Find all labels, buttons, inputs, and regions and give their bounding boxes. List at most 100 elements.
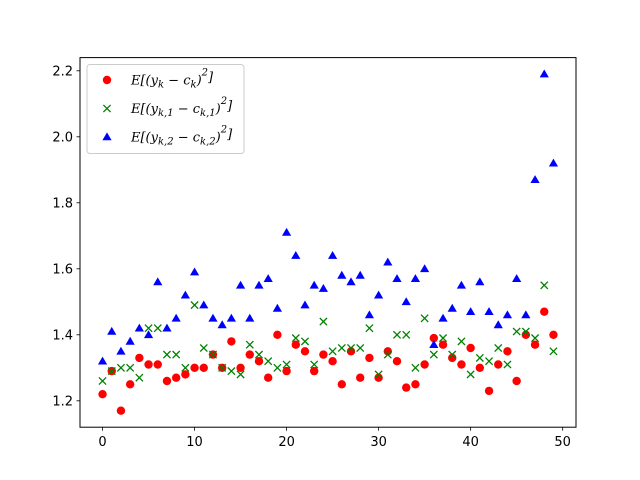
- x-tick-label: 40: [462, 435, 479, 450]
- data-point-series-3: [328, 251, 338, 259]
- data-point-series-2: [245, 340, 254, 349]
- data-point-series-3: [456, 280, 467, 289]
- data-point-series-3: [374, 290, 384, 299]
- data-point-series-2: [208, 350, 218, 359]
- data-point-series-3: [447, 303, 457, 312]
- y-tick-label: 2.0: [52, 130, 73, 145]
- data-point-series-1: [512, 376, 521, 386]
- data-point-series-2: [107, 367, 116, 376]
- data-point-series-3: [355, 270, 365, 279]
- data-point-series-3: [143, 330, 154, 339]
- data-point-series-1: [245, 350, 254, 359]
- data-point-series-2: [512, 327, 521, 336]
- y-tick-label: 2.2: [52, 64, 73, 79]
- data-point-series-2: [346, 343, 356, 353]
- data-point-series-1: [328, 357, 337, 366]
- data-point-series-2: [181, 363, 190, 372]
- data-point-series-1: [420, 360, 429, 369]
- data-point-series-3: [521, 310, 531, 319]
- data-point-series-3: [364, 310, 375, 319]
- data-point-series-3: [392, 274, 402, 283]
- data-point-series-1: [540, 307, 549, 316]
- data-point-series-3: [208, 313, 218, 322]
- data-point-series-1: [135, 353, 144, 363]
- data-point-series-3: [245, 313, 255, 322]
- data-point-series-3: [337, 270, 347, 279]
- data-point-series-3: [254, 280, 264, 289]
- data-point-series-2: [438, 334, 448, 343]
- x-tick-label: 50: [554, 435, 571, 450]
- data-point-series-1: [254, 357, 264, 366]
- data-point-series-1: [365, 353, 374, 363]
- data-marks: [97, 69, 559, 415]
- data-point-series-1: [475, 363, 485, 372]
- data-point-series-2: [521, 327, 530, 336]
- data-point-series-2: [356, 343, 365, 353]
- data-point-series-1: [392, 357, 402, 366]
- data-point-series-3: [97, 356, 108, 365]
- legend-label-series-1: E[(yk − ck)2]: [130, 68, 214, 91]
- y-tick-label: 1.4: [52, 328, 73, 343]
- data-point-series-3: [235, 280, 246, 289]
- data-point-series-2: [135, 373, 144, 382]
- data-point-series-2: [319, 317, 328, 326]
- data-point-series-1: [300, 347, 310, 356]
- data-point-series-3: [346, 277, 356, 286]
- data-point-series-2: [310, 360, 319, 369]
- data-point-series-1: [144, 360, 153, 369]
- x-tick-label: 0: [98, 435, 106, 450]
- data-point-series-1: [153, 360, 162, 369]
- data-point-series-1: [438, 340, 448, 349]
- data-point-series-3: [539, 69, 549, 78]
- data-point-series-1: [309, 366, 319, 376]
- data-point-series-3: [125, 336, 135, 345]
- data-point-series-2: [227, 367, 236, 376]
- data-point-series-1: [337, 380, 347, 389]
- data-point-series-3: [281, 227, 292, 236]
- data-point-series-2: [420, 314, 429, 323]
- data-point-series-3: [180, 290, 190, 299]
- axes-frame: [79, 57, 577, 428]
- data-point-series-1: [263, 373, 273, 382]
- data-point-series-2: [282, 360, 291, 369]
- data-point-series-1: [227, 337, 236, 346]
- data-point-series-3: [548, 158, 559, 167]
- data-point-series-2: [126, 363, 135, 372]
- data-point-series-3: [318, 284, 328, 292]
- data-point-series-3: [199, 300, 209, 309]
- data-point-series-2: [291, 334, 300, 343]
- data-point-series-2: [98, 376, 107, 386]
- data-point-series-1: [457, 360, 466, 369]
- data-point-series-3: [475, 277, 485, 286]
- x-tick-label: 10: [186, 435, 203, 450]
- data-point-series-1: [319, 350, 328, 359]
- data-point-series-2: [549, 347, 558, 356]
- data-point-series-2: [429, 350, 438, 359]
- data-point-series-2: [392, 330, 402, 339]
- data-point-series-2: [236, 370, 245, 379]
- data-point-series-1: [190, 363, 199, 372]
- data-point-series-2: [530, 334, 540, 343]
- data-point-series-3: [410, 274, 421, 283]
- x-axis-ticks: 0 10 20 30 40 50: [98, 427, 571, 450]
- data-point-series-2: [365, 324, 374, 333]
- data-point-series-3: [107, 326, 117, 335]
- y-tick-label: 1.2: [52, 394, 73, 409]
- y-tick-label: 1.6: [52, 262, 73, 277]
- data-point-series-2: [503, 360, 512, 369]
- data-point-series-1: [429, 333, 439, 343]
- data-point-series-2: [172, 350, 181, 359]
- legend-label-series-3: E[(yk,2 − ck,2)2]: [130, 125, 233, 148]
- x-tick-label: 30: [370, 435, 387, 450]
- data-point-series-3: [484, 307, 494, 316]
- data-point-series-2: [448, 350, 457, 359]
- data-point-series-1: [125, 380, 135, 389]
- data-point-series-2: [457, 337, 466, 346]
- data-point-series-2: [300, 337, 310, 346]
- y-axis-ticks: 1.2 1.4 1.6 1.8 2.0 2.2: [52, 64, 80, 409]
- data-point-series-1: [282, 366, 291, 376]
- data-point-series-1: [171, 373, 181, 382]
- data-point-series-3: [502, 310, 513, 319]
- data-point-series-2: [254, 350, 264, 359]
